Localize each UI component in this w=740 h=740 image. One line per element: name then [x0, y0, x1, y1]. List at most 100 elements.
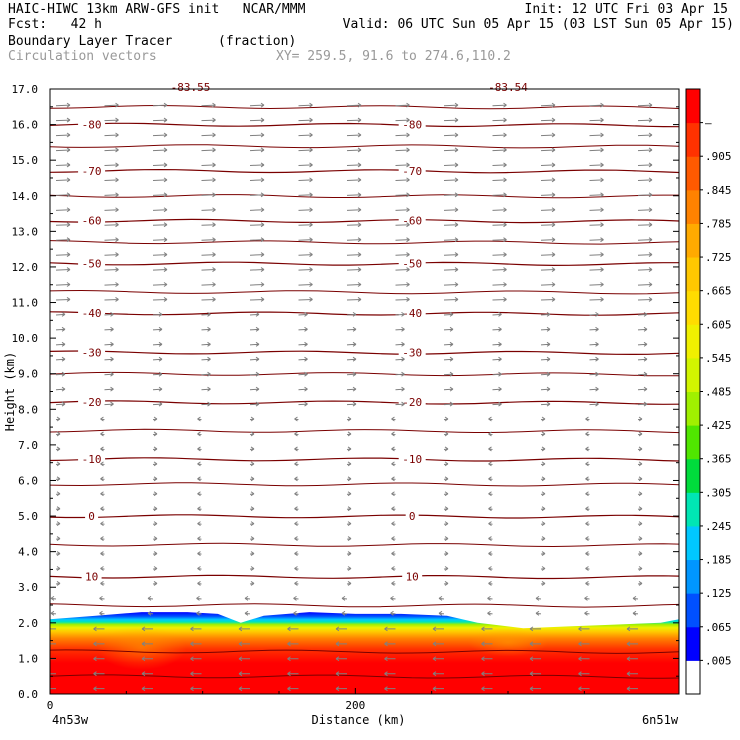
- wind-vector: [384, 671, 396, 677]
- plot-area: [50, 89, 679, 694]
- wind-vector: [492, 311, 502, 317]
- wind-vector: [100, 476, 105, 482]
- wind-vector: [492, 147, 507, 153]
- wind-vector: [152, 192, 168, 198]
- wind-vector: [540, 581, 546, 586]
- x-tick-label: 200: [345, 699, 365, 712]
- wind-vector: [637, 117, 653, 123]
- wind-vector: [141, 626, 153, 632]
- wind-vector: [637, 326, 648, 332]
- wind-vector: [492, 326, 502, 332]
- wind-vector: [249, 311, 260, 317]
- wind-vector: [589, 341, 599, 347]
- model-title: HAIC-HIWC 13km ARW-GFS init NCAR/MMM: [8, 2, 306, 17]
- wind-vector: [637, 551, 643, 556]
- wind-vector: [152, 581, 158, 586]
- wind-vector: [443, 237, 459, 243]
- wind-vector: [637, 446, 643, 452]
- wind-vector: [201, 177, 216, 183]
- wind-vector: [391, 431, 396, 437]
- wind-vector: [492, 252, 507, 258]
- colorbar-segment: [686, 660, 700, 695]
- y-tick-label: 2.0: [18, 617, 38, 630]
- isotherm-label-bg: [402, 570, 423, 583]
- colorbar-segment: [686, 492, 700, 527]
- wind-vector: [197, 431, 202, 437]
- wind-vector: [540, 356, 551, 362]
- isotherm-label-bg: [78, 396, 106, 409]
- wind-vector: [93, 626, 105, 632]
- wind-vector: [294, 461, 299, 467]
- isotherm-label: -70: [82, 165, 102, 178]
- colorbar-label: .665: [705, 285, 732, 298]
- wind-vector: [249, 237, 265, 243]
- wind-vector: [540, 237, 556, 243]
- wind-vector: [637, 222, 653, 228]
- wind-vector: [585, 506, 590, 512]
- wind-vector: [104, 237, 119, 243]
- field-name: Boundary Layer Tracer: [8, 34, 173, 49]
- wind-vector: [346, 356, 357, 362]
- colorbar-label: .065: [705, 621, 732, 634]
- isotherm-line: [50, 194, 679, 199]
- wind-vector: [540, 311, 551, 317]
- wind-vector: [201, 326, 211, 332]
- wind-vector: [585, 416, 590, 422]
- wind-vector: [55, 551, 61, 556]
- wind-vector: [540, 461, 546, 467]
- wind-vector: [540, 297, 556, 302]
- y-tick-label: 12.0: [12, 261, 39, 274]
- wind-vector: [346, 326, 357, 332]
- wind-vector: [346, 192, 362, 198]
- wind-vector: [637, 282, 653, 287]
- wind-vector: [238, 626, 250, 632]
- wind-vector: [152, 491, 158, 497]
- wind-vector: [100, 446, 105, 452]
- colorbar-segment: [686, 290, 700, 325]
- wind-vector: [55, 162, 71, 168]
- wind-vector: [540, 491, 546, 497]
- wind-vector: [196, 595, 202, 601]
- colorbar-segment: [686, 257, 700, 292]
- isotherm-line: [50, 400, 679, 405]
- wind-vector: [346, 431, 352, 437]
- wind-vector: [55, 267, 71, 272]
- wind-vector: [637, 147, 653, 153]
- colorbar-segment: [686, 357, 700, 392]
- wind-vector: [492, 371, 502, 377]
- wind-vector: [346, 297, 362, 302]
- wind-vector: [438, 595, 445, 601]
- wind-vector: [104, 371, 114, 377]
- wind-vector: [637, 311, 648, 317]
- wind-vector: [492, 207, 507, 213]
- colorbar-segment: [686, 324, 700, 359]
- wind-vector: [637, 237, 653, 243]
- wind-vector: [391, 521, 396, 527]
- wind-vector: [55, 386, 66, 392]
- colorbar-label: .545: [705, 352, 732, 365]
- wind-vector: [152, 222, 168, 228]
- wind-vector: [55, 326, 66, 332]
- wind-vector: [540, 326, 551, 332]
- wind-vector: [626, 641, 638, 647]
- wind-vector: [589, 237, 604, 243]
- wind-vector: [244, 595, 251, 601]
- wind-vector: [152, 356, 163, 362]
- wind-vector: [346, 282, 362, 287]
- wind-vector: [637, 536, 643, 542]
- isotherm-line: [50, 542, 679, 548]
- wind-vector: [298, 297, 313, 302]
- isotherm-line: [50, 261, 679, 267]
- wind-vector: [589, 207, 604, 213]
- wind-vector: [637, 341, 648, 347]
- wind-vector: [298, 326, 308, 332]
- wind-vector: [589, 311, 599, 317]
- wind-vector: [298, 177, 313, 183]
- wind-vector: [492, 237, 507, 243]
- wind-vector: [540, 386, 551, 392]
- wind-vector: [488, 551, 493, 556]
- wind-vector: [481, 671, 493, 677]
- wind-vector: [492, 162, 507, 168]
- wind-vector: [395, 147, 410, 153]
- wind-vector: [197, 491, 202, 497]
